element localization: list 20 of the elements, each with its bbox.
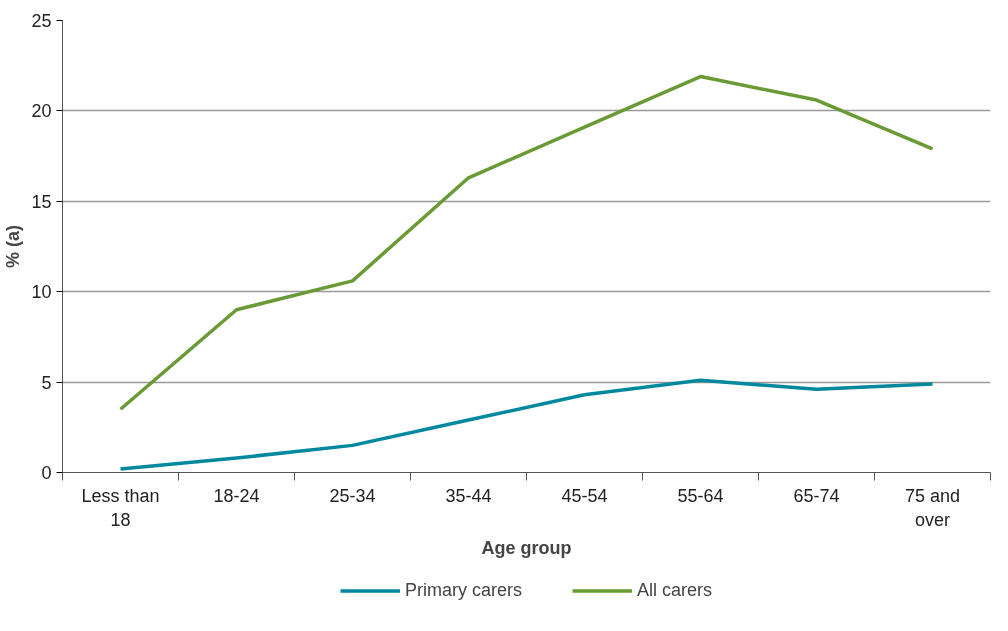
x-tick-label: 18-24 (213, 485, 260, 506)
y-axis-title: % (a) (3, 224, 24, 268)
y-tick-label: 20 (31, 101, 52, 122)
x-tick-label: 75 and over (904, 485, 961, 530)
line-series (118, 378, 935, 471)
y-tick-label: 0 (41, 463, 52, 483)
x-axis-title: Age group (481, 537, 572, 558)
x-tick-label: 65-74 (793, 485, 840, 506)
x-tick-label: 35-44 (445, 485, 492, 506)
y-tick-label: 10 (31, 282, 52, 303)
x-tick-label: Less than 18 (81, 485, 160, 530)
legend-label: All carers (637, 579, 713, 601)
x-tick-label: 45-54 (561, 485, 608, 506)
y-tick-label: 25 (31, 11, 52, 31)
x-tick-label: 55-64 (677, 485, 724, 506)
y-tick-label: 15 (31, 191, 52, 212)
y-tick-label: 5 (41, 372, 52, 393)
legend-label: Primary carers (404, 579, 522, 601)
x-tick-label: 25-34 (329, 485, 376, 506)
line-series (118, 74, 935, 411)
